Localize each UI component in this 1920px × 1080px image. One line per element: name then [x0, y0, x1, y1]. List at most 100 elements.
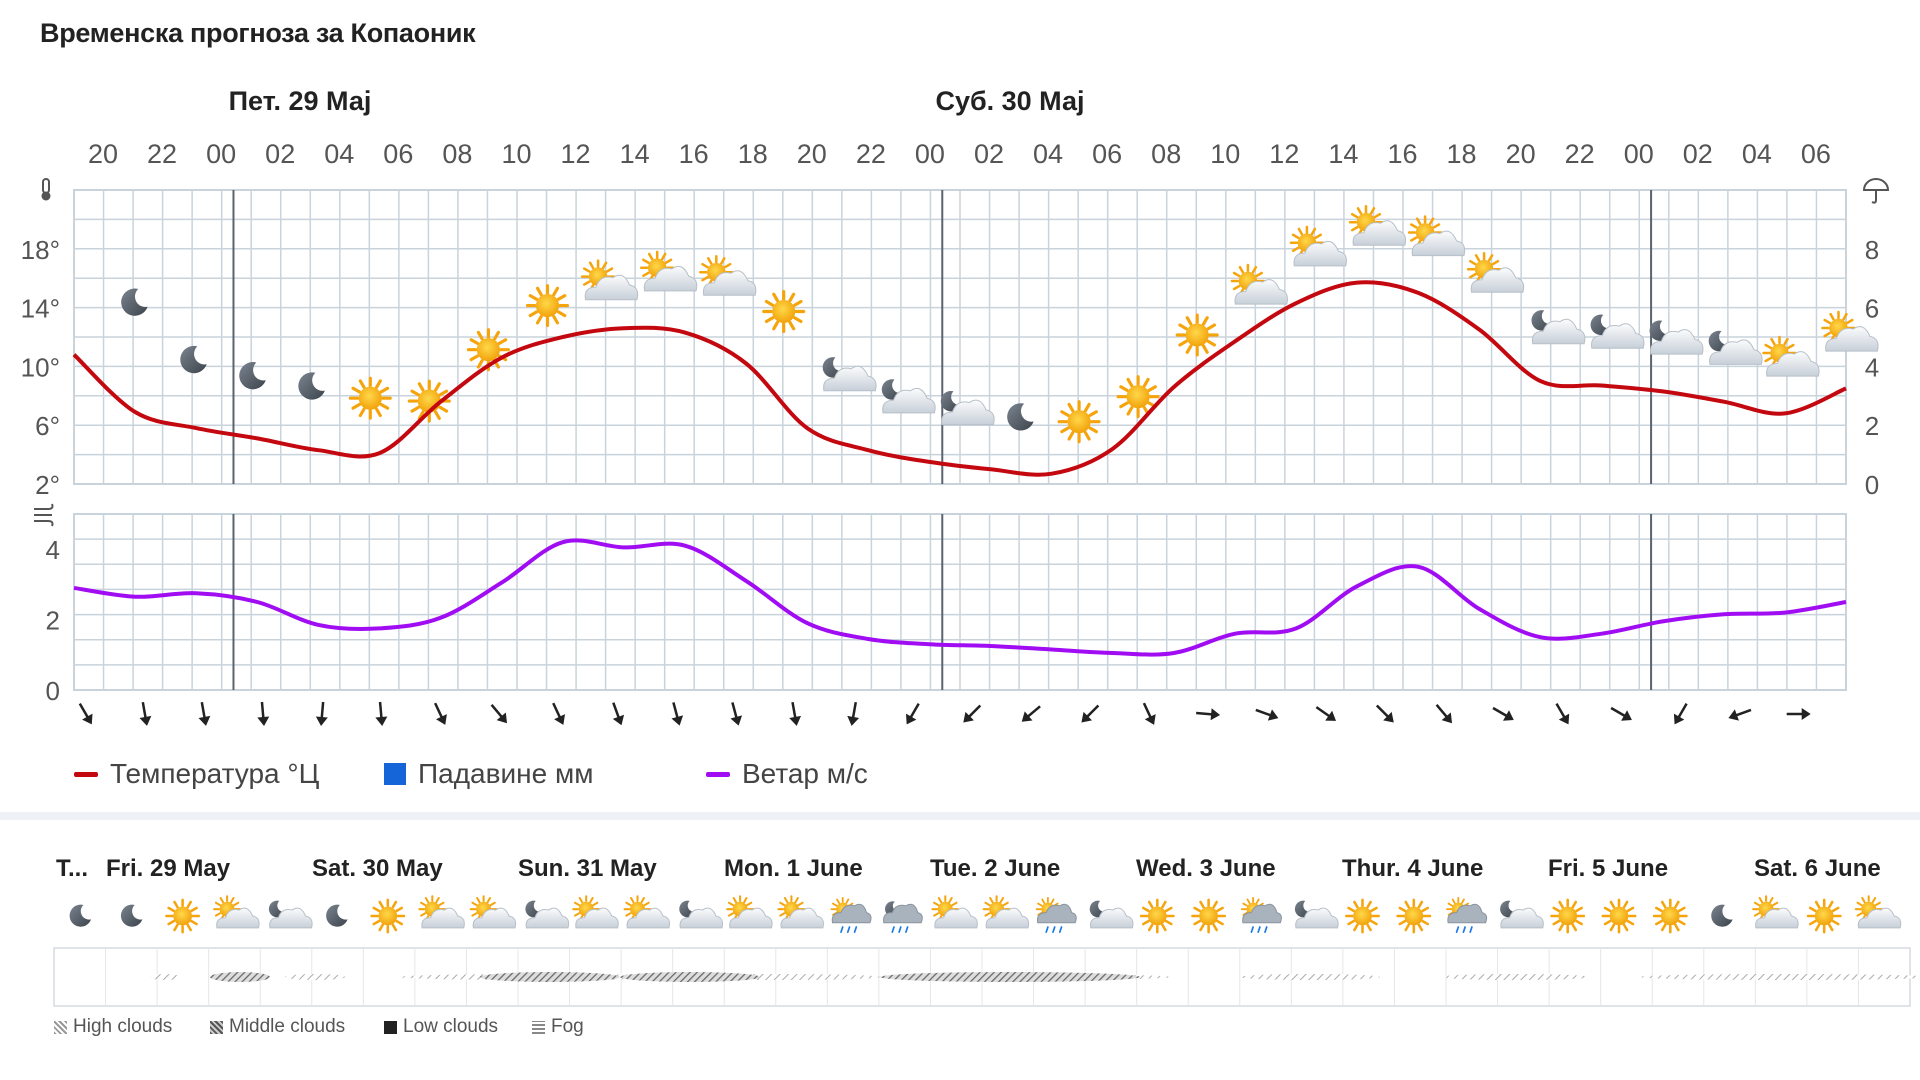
- hour-tick-label: 08: [442, 139, 472, 169]
- night-cloudy-icon: [881, 379, 936, 414]
- wind-direction-arrow: [1196, 708, 1221, 721]
- rain-icon: [1035, 897, 1077, 933]
- sun-icon: [165, 898, 201, 934]
- night-rain-icon: [883, 901, 923, 933]
- hour-tick-label: 02: [1683, 139, 1713, 169]
- hour-tick-label: 14: [620, 139, 650, 169]
- middle-cloud-band: [210, 972, 270, 982]
- weekly-day-label: Tue. 2 June: [930, 855, 1060, 882]
- weekly-day-label: Mon. 1 June: [724, 855, 863, 882]
- moon-icon: [121, 288, 148, 316]
- temperature-tick-label: 6°: [35, 411, 60, 441]
- night-cloudy-icon: [1089, 900, 1134, 929]
- partly-cloudy-icon: [982, 895, 1030, 929]
- sun-icon: [1550, 898, 1586, 934]
- cloud-legend-high-label: High clouds: [73, 1016, 173, 1037]
- hour-tick-label: 22: [147, 139, 177, 169]
- weekly-day-label: Sat. 30 May: [312, 855, 443, 882]
- umbrella-icon: [1862, 178, 1890, 204]
- hour-tick-label: 10: [1210, 139, 1240, 169]
- hour-tick-label: 02: [265, 139, 295, 169]
- middle-clouds-icon: [210, 1020, 223, 1034]
- partly-cloudy-icon: [572, 895, 619, 929]
- hour-tick-label: 06: [1092, 139, 1122, 169]
- hour-tick-label: 20: [797, 139, 827, 169]
- thermometer-icon: [41, 178, 51, 201]
- cloud-legend-middle-label: Middle clouds: [229, 1016, 346, 1037]
- moon-icon: [239, 362, 266, 390]
- wind-direction-arrow: [1255, 708, 1279, 721]
- weekly-day-label: Fri. 5 June: [1548, 855, 1668, 882]
- hour-tick-label: 22: [1565, 139, 1595, 169]
- wind-direction-arrow: [552, 702, 566, 725]
- hour-tick-label: 02: [974, 139, 1004, 169]
- partly-cloudy-icon: [931, 895, 978, 929]
- cloud-legend-high: High clouds: [54, 1016, 172, 1038]
- hour-tick-label: 00: [915, 139, 945, 169]
- sun-icon: [762, 289, 806, 334]
- partly-cloudy-icon: [639, 250, 698, 292]
- hour-tick-label: 04: [324, 139, 354, 169]
- wind-icon: [34, 503, 54, 527]
- precipitation-tick-label: 0: [1865, 470, 1879, 500]
- partly-cloudy-icon: [699, 254, 757, 296]
- partly-cloudy-icon: [623, 895, 671, 929]
- wind-line: [73, 538, 1847, 657]
- sun-icon: [1652, 898, 1688, 934]
- cloud-legend-fog: Fog: [532, 1016, 584, 1038]
- sun-icon: [1806, 898, 1842, 934]
- temperature-tick-label: 2°: [35, 470, 60, 500]
- sun-icon: [1116, 375, 1160, 419]
- weekly-day-label: Fri. 29 May: [106, 855, 231, 882]
- moon-icon: [298, 372, 325, 400]
- wind-direction-arrow: [1375, 704, 1394, 723]
- moon-icon: [326, 904, 348, 927]
- hour-tick-label: 12: [1269, 139, 1299, 169]
- wind-direction-arrow: [1142, 702, 1156, 725]
- legend-wind-swatch: [706, 771, 730, 777]
- weekly-day-label: Thur. 4 June: [1342, 855, 1483, 882]
- high-cloud-band: [1640, 974, 1920, 980]
- partly-cloudy-icon: [1348, 204, 1407, 246]
- night-cloudy-icon: [1500, 900, 1544, 929]
- hour-tick-label: 20: [88, 139, 118, 169]
- sun-icon: [1345, 898, 1380, 934]
- hour-tick-label: 18: [1447, 139, 1477, 169]
- night-cloudy-icon: [268, 900, 313, 929]
- legend-temperature-label: Температура °Ц: [110, 758, 320, 789]
- wind-direction-arrow: [1081, 704, 1100, 723]
- weekly-day-label: T...: [56, 855, 88, 882]
- sun-icon: [1175, 313, 1219, 357]
- sun-icon: [1057, 400, 1101, 444]
- wind-direction-arrow: [612, 702, 625, 726]
- wind-direction-arrow: [1435, 704, 1453, 724]
- hour-tick-label: 00: [1624, 139, 1654, 169]
- rain-icon: [1446, 897, 1488, 933]
- middle-cloud-band: [620, 972, 760, 982]
- high-cloud-band: [1440, 974, 1590, 980]
- wind-direction-arrow: [963, 704, 982, 723]
- rain-icon: [1240, 897, 1282, 933]
- sun-icon: [1191, 898, 1227, 934]
- hour-tick-label: 18: [738, 139, 768, 169]
- partly-cloudy-icon: [726, 895, 773, 929]
- hour-tick-label: 14: [1328, 139, 1358, 169]
- partly-cloudy-icon: [1854, 895, 1902, 929]
- wind-direction-arrow: [1610, 706, 1632, 721]
- partly-cloudy-icon: [469, 895, 517, 929]
- hour-tick-label: 20: [1506, 139, 1536, 169]
- precipitation-tick-label: 2: [1865, 411, 1879, 441]
- wind-tick-label: 0: [46, 676, 60, 706]
- hour-tick-label: 22: [856, 139, 886, 169]
- partly-cloudy-icon: [1230, 263, 1288, 305]
- night-cloudy-icon: [1531, 310, 1586, 345]
- cloud-legend-middle: Middle clouds: [210, 1016, 345, 1038]
- weekly-forecast-panel: T... Fri. 29 May Sat. 30 May Sun. 31 May Mon…: [0, 812, 1920, 1080]
- wind-direction-arrow: [257, 701, 270, 726]
- cloud-legend-fog-label: Fog: [551, 1016, 584, 1037]
- hour-tick-label: 10: [501, 139, 531, 169]
- legend-temperature-swatch: [74, 771, 98, 777]
- partly-cloudy-icon: [1466, 251, 1525, 293]
- wind-tick-label: 2: [46, 606, 60, 636]
- partly-cloudy-icon: [1289, 225, 1347, 267]
